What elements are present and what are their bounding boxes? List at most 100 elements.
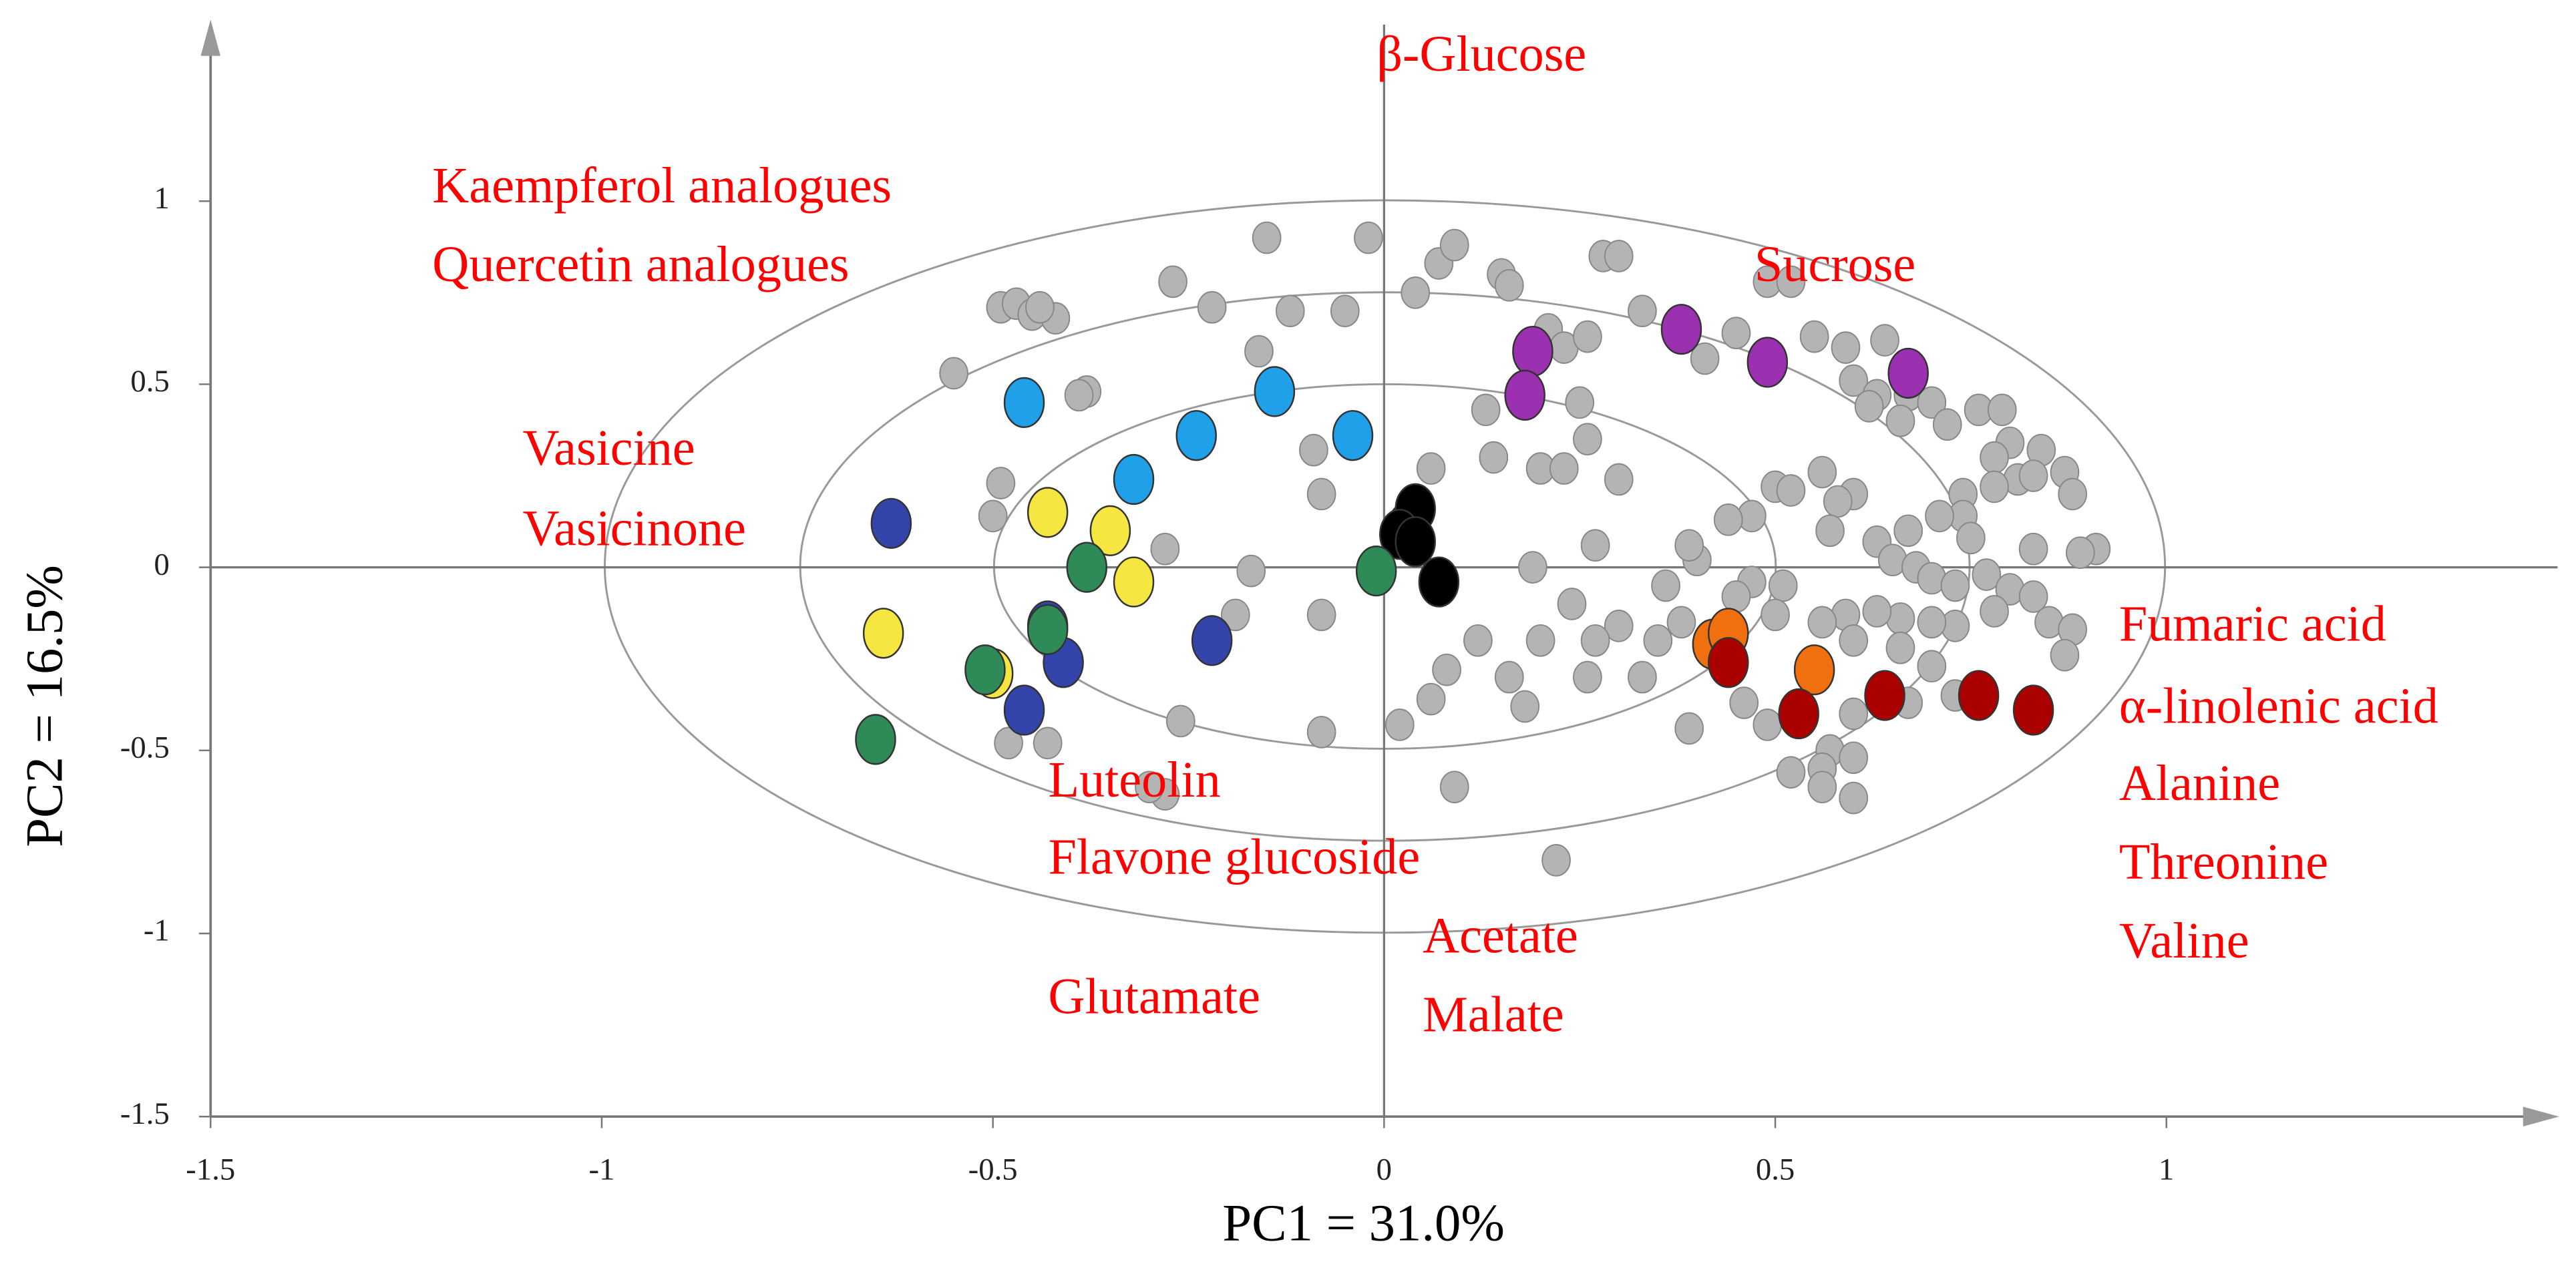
point xyxy=(1776,265,1806,298)
point xyxy=(1807,771,1837,804)
point xyxy=(1395,516,1436,568)
point xyxy=(1799,320,1829,353)
point xyxy=(1917,650,1947,683)
point xyxy=(1332,410,1374,461)
y-tick-label: 0 xyxy=(154,547,169,582)
point xyxy=(1768,569,1798,602)
point xyxy=(1793,644,1835,696)
point xyxy=(2018,459,2048,492)
x-tick-label: -1.5 xyxy=(186,1152,235,1187)
point xyxy=(1191,615,1233,666)
point xyxy=(1815,514,1845,548)
point xyxy=(1003,684,1045,736)
point xyxy=(1355,546,1397,597)
point xyxy=(1823,485,1853,518)
annotation: Glutamate xyxy=(1048,969,1260,1025)
y-axis-title: PC2 = 16.5% xyxy=(15,565,73,847)
x-axis-title: PC1 = 31.0% xyxy=(1222,1195,1505,1253)
point xyxy=(1306,598,1336,632)
point xyxy=(1839,781,1869,815)
point xyxy=(1628,294,1657,328)
point xyxy=(1643,624,1673,657)
point xyxy=(1980,595,2009,628)
point xyxy=(978,499,1008,533)
point xyxy=(1064,379,1094,412)
point xyxy=(1354,221,1383,254)
point xyxy=(1135,771,1164,804)
point xyxy=(862,608,904,659)
point xyxy=(1033,726,1063,760)
point xyxy=(1510,690,1540,723)
axes xyxy=(200,19,2559,1126)
point xyxy=(1839,741,1869,775)
point xyxy=(1479,441,1509,474)
point xyxy=(1385,708,1415,741)
point xyxy=(1275,294,1305,328)
annotation: Vasicinone xyxy=(523,501,746,557)
point xyxy=(1854,389,1884,423)
point xyxy=(1158,265,1187,298)
y-tick-label: -1.5 xyxy=(120,1096,170,1131)
point xyxy=(1244,335,1274,368)
point xyxy=(1980,470,2009,503)
annotation: Fumaric acid xyxy=(2119,596,2386,652)
point xyxy=(1870,324,1899,357)
point xyxy=(1746,337,1789,388)
point xyxy=(1721,316,1751,350)
point xyxy=(1439,228,1469,262)
point xyxy=(1885,404,1915,437)
point xyxy=(1776,756,1806,789)
point xyxy=(1494,269,1524,302)
point xyxy=(1807,455,1837,489)
point xyxy=(2018,532,2048,566)
point xyxy=(964,644,1006,696)
x-tick-label: 1 xyxy=(2159,1152,2174,1187)
point xyxy=(1862,595,1892,628)
point xyxy=(1925,499,1954,533)
point xyxy=(1565,386,1595,419)
point xyxy=(1580,624,1610,657)
y-tick-label: 0.5 xyxy=(130,364,169,399)
point xyxy=(1066,542,1107,593)
point xyxy=(2058,477,2088,511)
point xyxy=(1220,598,1250,632)
point xyxy=(1604,240,1634,272)
point xyxy=(1518,551,1547,584)
point xyxy=(1027,604,1069,655)
point xyxy=(1165,704,1195,738)
point xyxy=(1958,670,2000,721)
point xyxy=(1690,342,1720,375)
point xyxy=(1651,569,1680,602)
arrow xyxy=(200,19,221,56)
point xyxy=(1932,408,1962,441)
point xyxy=(1439,771,1469,804)
point xyxy=(1713,503,1743,536)
point xyxy=(1807,606,1837,639)
point xyxy=(1778,688,1819,740)
point xyxy=(1776,474,1806,507)
point xyxy=(1494,660,1524,694)
x-tick-label: 0.5 xyxy=(1756,1152,1795,1187)
point xyxy=(1573,660,1602,694)
point xyxy=(1306,477,1336,511)
annotation: Alanine xyxy=(2119,755,2280,811)
point xyxy=(1893,514,1923,548)
point xyxy=(1504,369,1545,421)
point xyxy=(2050,638,2080,672)
arrow xyxy=(2523,1106,2559,1126)
point xyxy=(1721,580,1751,613)
annotation: Vasicine xyxy=(523,420,695,476)
point xyxy=(1831,331,1861,364)
point xyxy=(1666,606,1696,639)
point xyxy=(1401,276,1431,309)
point xyxy=(1753,708,1783,741)
point xyxy=(994,726,1023,760)
point xyxy=(1416,682,1446,716)
point xyxy=(1512,325,1553,377)
point xyxy=(1839,697,1869,730)
point xyxy=(1432,653,1461,686)
point xyxy=(1917,606,1947,639)
point xyxy=(1729,686,1759,719)
point xyxy=(1252,221,1282,254)
